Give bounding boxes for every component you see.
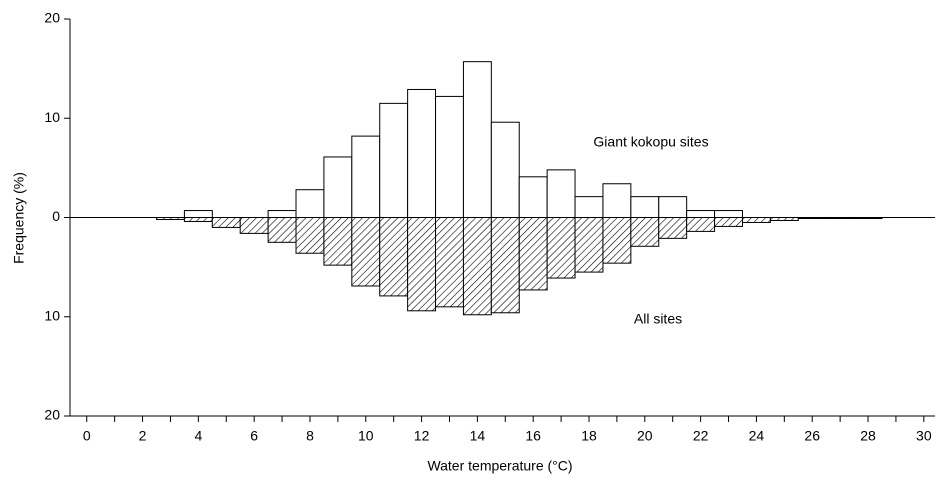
bar <box>379 102 409 218</box>
x-tick-label: 24 <box>749 428 765 444</box>
bar <box>267 217 297 243</box>
bar <box>351 217 381 287</box>
bar <box>546 217 576 279</box>
x-tick-label: 18 <box>581 428 597 444</box>
y-tick-label: 20 <box>44 10 60 26</box>
bar <box>295 189 325 219</box>
x-tick-label: 12 <box>414 428 430 444</box>
bar <box>211 217 241 228</box>
x-tick-label: 30 <box>916 428 932 444</box>
bar <box>323 217 353 266</box>
bar <box>323 156 353 219</box>
bar <box>490 121 520 218</box>
series-label: Giant kokopu sites <box>593 134 708 150</box>
bar <box>490 217 520 314</box>
bar <box>546 169 576 218</box>
bar <box>351 135 381 219</box>
bar <box>239 217 269 234</box>
x-tick-label: 16 <box>525 428 541 444</box>
bar <box>630 196 660 219</box>
bar <box>518 217 548 291</box>
x-tick-label: 14 <box>470 428 486 444</box>
bar <box>435 217 464 308</box>
bar <box>518 176 548 218</box>
bar <box>658 196 688 219</box>
bar <box>183 210 213 219</box>
x-tick-label: 4 <box>194 428 202 444</box>
bar <box>658 217 688 239</box>
bar <box>267 210 297 219</box>
x-tick-label: 26 <box>804 428 820 444</box>
x-tick-label: 28 <box>860 428 876 444</box>
y-tick-label: 10 <box>44 307 60 323</box>
x-tick-label: 10 <box>358 428 374 444</box>
bar <box>379 217 409 297</box>
bar <box>714 210 743 219</box>
x-tick-label: 6 <box>250 428 258 444</box>
bar <box>602 217 632 264</box>
bar <box>574 196 604 219</box>
bar <box>686 210 716 219</box>
x-tick-label: 0 <box>83 428 91 444</box>
y-tick-label: 0 <box>52 208 60 224</box>
bar <box>462 217 492 316</box>
bar <box>686 217 716 232</box>
x-tick-label: 8 <box>306 428 314 444</box>
series-label: All sites <box>634 311 682 327</box>
bar <box>714 217 743 227</box>
y-tick-label: 10 <box>44 109 60 125</box>
bar <box>602 183 632 219</box>
bar <box>574 217 604 273</box>
bar <box>407 88 437 218</box>
bar <box>462 61 492 218</box>
bar <box>630 217 660 247</box>
x-tick-label: 2 <box>139 428 147 444</box>
x-tick-label: 20 <box>637 428 653 444</box>
y-axis-title: Frequency (%) <box>11 172 27 264</box>
bar <box>435 95 464 218</box>
bar <box>183 217 213 222</box>
x-tick-label: 22 <box>693 428 709 444</box>
bar <box>407 217 437 312</box>
y-tick-label: 20 <box>44 407 60 423</box>
bar <box>741 217 771 223</box>
bar <box>295 217 325 254</box>
x-axis-title: Water temperature (°C) <box>427 458 572 474</box>
